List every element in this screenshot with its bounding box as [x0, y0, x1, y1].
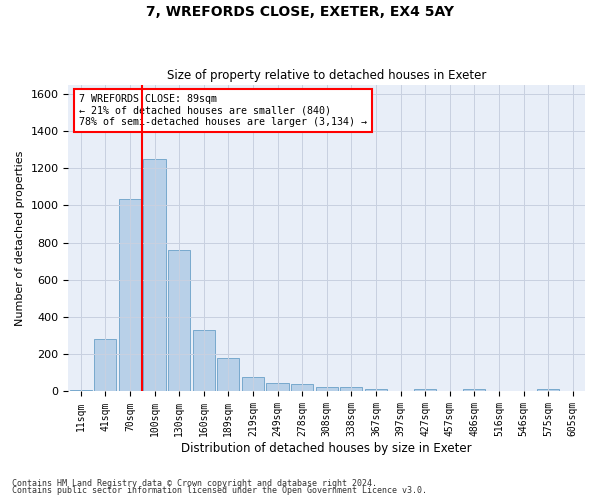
Bar — [70, 390, 92, 392]
Text: 7 WREFORDS CLOSE: 89sqm
← 21% of detached houses are smaller (840)
78% of semi-d: 7 WREFORDS CLOSE: 89sqm ← 21% of detache… — [79, 94, 367, 127]
Bar — [537, 388, 559, 392]
Bar — [414, 388, 436, 392]
Bar — [168, 250, 190, 392]
Text: 7, WREFORDS CLOSE, EXETER, EX4 5AY: 7, WREFORDS CLOSE, EXETER, EX4 5AY — [146, 5, 454, 19]
Bar — [340, 388, 362, 392]
Bar — [143, 159, 166, 392]
Bar — [463, 388, 485, 392]
Bar — [217, 358, 239, 392]
Bar — [119, 199, 141, 392]
Text: Contains public sector information licensed under the Open Government Licence v3: Contains public sector information licen… — [12, 486, 427, 495]
Bar — [193, 330, 215, 392]
Bar — [94, 340, 116, 392]
Bar — [242, 376, 264, 392]
X-axis label: Distribution of detached houses by size in Exeter: Distribution of detached houses by size … — [181, 442, 472, 455]
Bar — [316, 387, 338, 392]
Y-axis label: Number of detached properties: Number of detached properties — [15, 150, 25, 326]
Bar — [291, 384, 313, 392]
Bar — [266, 383, 289, 392]
Bar — [365, 388, 387, 392]
Text: Contains HM Land Registry data © Crown copyright and database right 2024.: Contains HM Land Registry data © Crown c… — [12, 478, 377, 488]
Title: Size of property relative to detached houses in Exeter: Size of property relative to detached ho… — [167, 69, 487, 82]
